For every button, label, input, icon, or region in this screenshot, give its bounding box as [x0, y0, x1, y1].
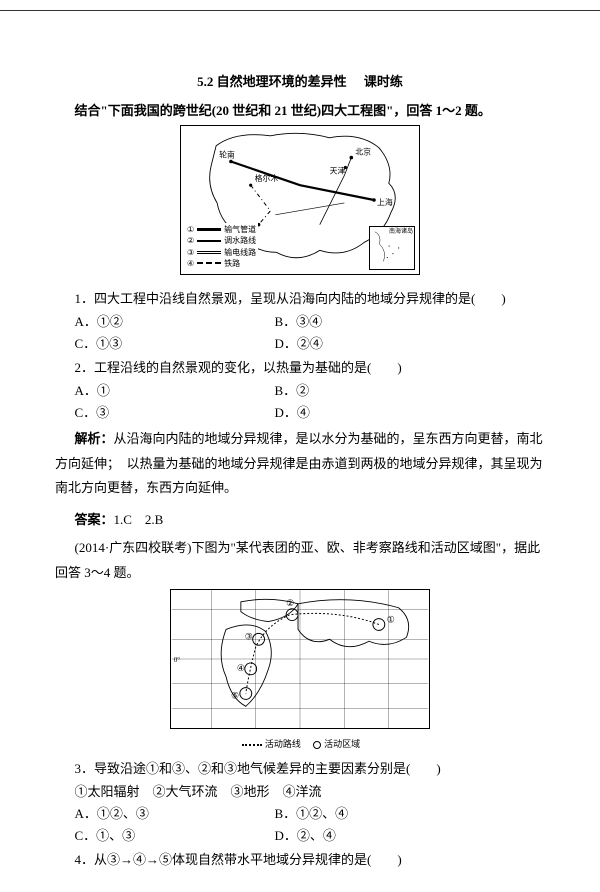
legend-region-label: 活动区域: [324, 739, 360, 749]
q1-opts-row1: A．①② B．③④: [75, 311, 546, 330]
explanation-text: 从沿海向内陆的地域分异规律，是以水分为基础的，呈东西方向更替，南北方向延伸； 以…: [55, 431, 543, 495]
answer-text: 1.C 2.B: [114, 512, 164, 527]
intro-text-2: (2014·广东四校联考)下图为"某代表团的亚、欧、非考察路线和活动区域图"，据…: [55, 536, 545, 585]
explanation: 解析：从沿海向内陆的地域分异规律，是以水分为基础的，呈东西方向更替，南北方向延伸…: [55, 427, 545, 501]
section-title: 自然地理环境的差异性: [217, 74, 347, 89]
q2-opt-d: D．④: [275, 402, 546, 421]
q3-factors: ①太阳辐射 ②大气环流 ③地形 ④洋流: [55, 781, 545, 800]
svg-text:④: ④: [237, 663, 245, 673]
explanation-label: 解析：: [75, 431, 114, 446]
city-beijing: 北京: [355, 147, 371, 157]
world-map-svg: ① ② ③ ④ ⑤ 0°: [171, 590, 429, 728]
q1-opt-c: C．①③: [75, 333, 275, 352]
china-map: 轮南 拉萨 格尔木 北京 天津 上海 ①输气管道 ②调水路线 ③输电线路 ④铁路…: [180, 125, 420, 275]
svg-text:⑤: ⑤: [231, 691, 239, 701]
q1-stem: 1．四大工程中沿线自然景观，呈现从沿海向内陆的地域分异规律的是( ): [55, 288, 545, 307]
city-lunnan: 轮南: [219, 150, 235, 160]
svg-text:②: ②: [286, 598, 294, 608]
q3-opts-row1: A．①②、③ B．①②、④: [75, 803, 546, 822]
section-number: 5.2: [197, 74, 213, 89]
inset-label: 南海诸岛: [389, 226, 413, 235]
q3-opt-a: A．①②、③: [75, 803, 275, 822]
answer: 答案：1.C 2.B: [55, 509, 545, 528]
svg-text:③: ③: [245, 632, 253, 642]
legend-row: ③输电线路: [187, 247, 256, 258]
q1-opt-b: B．③④: [275, 311, 546, 330]
q1-opt-a: A．①②: [75, 311, 275, 330]
world-map: ① ② ③ ④ ⑤ 0°: [170, 589, 430, 729]
legend-route-label: 活动路线: [265, 739, 301, 749]
q1-opts-row2: C．①③ D．②④: [75, 333, 546, 352]
q2-opts-row1: A．① B．②: [75, 380, 546, 399]
q4-stem: 4．从③→④→⑤体现自然带水平地域分异规律的是( ): [55, 849, 545, 868]
q3-stem: 3．导致沿途①和③、②和③地气候差异的主要因素分别是( ): [55, 758, 545, 777]
q3-opt-c: C．①、③: [75, 825, 275, 844]
city-shanghai: 上海: [377, 197, 393, 207]
q2-stem: 2．工程沿线的自然景观的变化，以热量为基础的是( ): [55, 357, 545, 376]
q2-opt-c: C．③: [75, 402, 275, 421]
q3-opt-d: D．②、④: [275, 825, 546, 844]
city-tianjin: 天津: [330, 165, 346, 175]
answer-label: 答案：: [75, 512, 114, 527]
circle-swatch: [313, 741, 321, 749]
legend-row: ④铁路: [187, 258, 256, 269]
route-swatch: [242, 744, 262, 746]
intro-text-1: 结合"下面我国的跨世纪(20 世纪和 21 世纪)四大工程图"，回答 1～2 题…: [55, 100, 545, 119]
legend-row: ②调水路线: [187, 235, 256, 246]
figure-2-wrap: ① ② ③ ④ ⑤ 0° 活动路线 活动区域: [55, 589, 545, 750]
title-line: 5.2 自然地理环境的差异性 课时练: [55, 71, 545, 90]
q2-opt-a: A．①: [75, 380, 275, 399]
south-sea-inset: 南海诸岛: [369, 226, 415, 270]
q3-opts-row2: C．①、③ D．②、④: [75, 825, 546, 844]
svg-text:0°: 0°: [174, 657, 180, 664]
legend-row: ①输气管道: [187, 224, 256, 235]
worksheet-page: 5.2 自然地理环境的差异性 课时练 结合"下面我国的跨世纪(20 世纪和 21…: [0, 10, 600, 892]
q2-opts-row2: C．③ D．④: [75, 402, 546, 421]
q1-opt-d: D．②④: [275, 333, 546, 352]
world-legend: 活动路线 活动区域: [55, 737, 545, 750]
figure-1-wrap: 轮南 拉萨 格尔木 北京 天津 上海 ①输气管道 ②调水路线 ③输电线路 ④铁路…: [55, 125, 545, 280]
q3-opt-b: B．①②、④: [275, 803, 546, 822]
q2-opt-b: B．②: [275, 380, 546, 399]
city-geermu: 格尔木: [255, 173, 279, 183]
svg-text:①: ①: [387, 615, 395, 625]
section-label: 课时练: [364, 74, 403, 89]
china-legend: ①输气管道 ②调水路线 ③输电线路 ④铁路: [185, 223, 258, 270]
